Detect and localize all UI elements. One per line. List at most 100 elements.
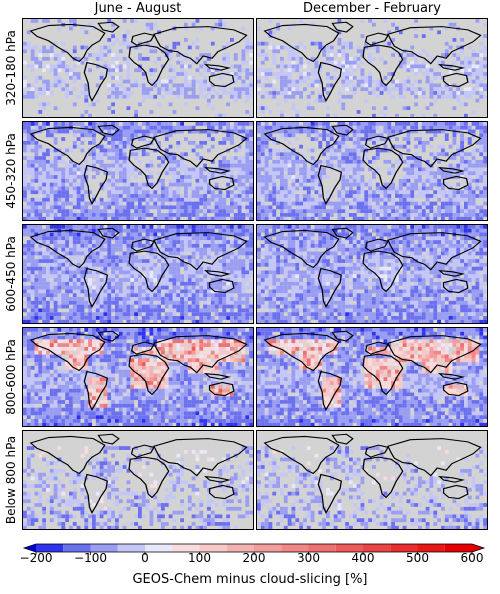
coastline-2 <box>331 330 354 342</box>
coastline-2 <box>97 124 120 136</box>
coastline-3 <box>83 61 109 102</box>
coastline-5 <box>362 44 404 87</box>
colorbar-tick-label: 400 <box>351 551 375 565</box>
row-label-320-180: 320-180 hPa <box>4 30 18 106</box>
coastline-2 <box>331 433 354 445</box>
coastline-4 <box>364 238 389 252</box>
colorbar-tick-label: 100 <box>188 551 211 565</box>
coastline-2 <box>331 21 354 33</box>
coastline-8 <box>438 270 466 277</box>
colorbar-label: GEOS-Chem minus cloud-slicing [%] <box>132 572 368 587</box>
coastline-4 <box>130 341 155 355</box>
colorbar-extend-max <box>472 544 484 552</box>
colorbar-tick-label: 600 <box>460 551 484 565</box>
coastline-6 <box>153 335 248 374</box>
map-panel-djf-row-2 <box>256 121 488 221</box>
coastline-3 <box>317 473 343 514</box>
coastline-1 <box>29 332 106 372</box>
map-panel-jja-row-2 <box>22 121 254 221</box>
coastline-1 <box>263 126 340 166</box>
coastline-6 <box>387 26 482 65</box>
coastline-7 <box>208 278 235 294</box>
colorbar-segment <box>226 544 254 552</box>
coastline-6 <box>387 335 482 374</box>
coastline-3 <box>317 370 343 411</box>
coastline-4 <box>130 444 155 458</box>
column-title-djf: December - February <box>303 1 441 16</box>
coastline-6 <box>387 129 482 168</box>
colorbar-tick-label: −100 <box>74 551 107 565</box>
colorbar-segment <box>172 544 200 552</box>
coastline-3 <box>83 164 109 205</box>
row-label-600-450: 600-450 hPa <box>4 236 18 312</box>
coastline-5 <box>362 250 404 293</box>
colorbar-segment <box>36 544 64 552</box>
colorbar-tick-label: 200 <box>242 551 266 565</box>
coastline-8 <box>438 373 466 380</box>
coastline-3 <box>317 267 343 308</box>
coastline-8 <box>438 476 466 483</box>
coastline-6 <box>387 438 482 477</box>
coastline-7 <box>208 175 235 191</box>
colorbar-extend-min <box>24 544 36 552</box>
map-panel-djf-row-3 <box>256 224 488 324</box>
colorbar-segment <box>390 544 418 552</box>
coastline-6 <box>153 438 248 477</box>
coastline-1 <box>263 332 340 372</box>
coastline-8 <box>204 64 232 71</box>
colorbar-segment <box>63 544 91 552</box>
colorbar-segment <box>199 544 227 552</box>
coastline-4 <box>130 32 155 46</box>
coastline-8 <box>204 373 232 380</box>
colorbar-segment <box>417 544 445 552</box>
coastline-3 <box>317 61 343 102</box>
coastline-4 <box>364 32 389 46</box>
coastline-1 <box>263 435 340 475</box>
coastline-5 <box>362 147 404 190</box>
coastline-1 <box>29 435 106 475</box>
coastline-7 <box>442 484 469 500</box>
coastline-5 <box>362 456 404 499</box>
coastline-5 <box>128 250 170 293</box>
coastline-2 <box>97 330 120 342</box>
map-panel-djf-row-4 <box>256 327 488 427</box>
coastline-4 <box>364 341 389 355</box>
colorbar-segment <box>335 544 363 552</box>
coastline-4 <box>364 444 389 458</box>
coastline-1 <box>29 126 106 166</box>
colorbar-tick-label: 0 <box>141 551 149 565</box>
coastline-6 <box>153 26 248 65</box>
coastline-5 <box>128 44 170 87</box>
coastline-5 <box>128 456 170 499</box>
coastline-4 <box>130 135 155 149</box>
coastline-3 <box>317 164 343 205</box>
map-panel-jja-row-4 <box>22 327 254 427</box>
coastline-1 <box>29 229 106 269</box>
coastline-8 <box>204 270 232 277</box>
coastline-7 <box>208 484 235 500</box>
coastline-2 <box>97 21 120 33</box>
coastline-1 <box>263 23 340 63</box>
coastline-4 <box>364 135 389 149</box>
row-label-450-320: 450-320 hPa <box>4 133 18 209</box>
map-panel-jja-row-5 <box>22 430 254 530</box>
colorbar-segment <box>281 544 309 552</box>
colorbar-segment <box>308 544 336 552</box>
coastline-7 <box>442 72 469 88</box>
colorbar-segment <box>117 544 145 552</box>
map-panel-jja-row-3 <box>22 224 254 324</box>
row-label-below-800: Below 800 hPa <box>4 435 18 525</box>
coastline-2 <box>97 227 120 239</box>
colorbar-segment <box>145 544 173 552</box>
column-title-jja: June - August <box>94 1 182 16</box>
row-label-800-600: 800-600 hPa <box>4 339 18 415</box>
coastline-6 <box>153 129 248 168</box>
coastline-7 <box>442 381 469 397</box>
coastline-5 <box>128 147 170 190</box>
colorbar-tick-label: 300 <box>297 551 320 565</box>
coastline-1 <box>263 229 340 269</box>
coastline-1 <box>29 23 106 63</box>
coastline-7 <box>208 381 235 397</box>
coastline-3 <box>83 267 109 308</box>
colorbar-segment <box>254 544 282 552</box>
